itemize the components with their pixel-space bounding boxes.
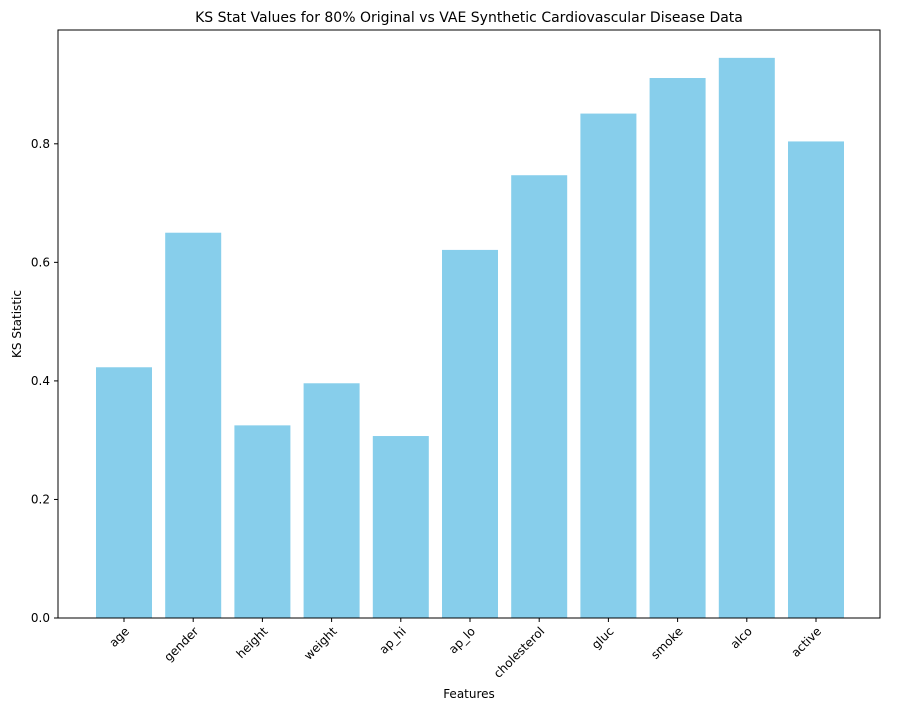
- y-tick-label: 0.4: [31, 374, 50, 388]
- bar-weight: [303, 383, 360, 618]
- bar-alco: [718, 57, 775, 618]
- bar-height: [234, 425, 291, 618]
- x-tick-label-smoke: smoke: [648, 624, 686, 662]
- x-tick-label-age: age: [106, 624, 132, 650]
- x-tick-label-weight: weight: [301, 624, 340, 663]
- bar-cholesterol: [511, 175, 568, 618]
- bar-age: [96, 367, 152, 618]
- x-tick-label-gluc: gluc: [589, 624, 617, 652]
- x-tick-label-ap_hi: ap_hi: [376, 624, 408, 656]
- plot-frame: [57, 29, 881, 619]
- x-tick-label-ap_lo: ap_lo: [446, 624, 478, 656]
- x-tick-label-cholesterol: cholesterol: [491, 624, 548, 681]
- x-tick-label-active: active: [788, 624, 824, 660]
- bar-gender: [165, 232, 222, 618]
- chart-title: KS Stat Values for 80% Original vs VAE S…: [195, 10, 743, 26]
- x-tick-label-height: height: [234, 624, 271, 661]
- x-axis-label: Features: [443, 687, 495, 701]
- bar-ap_lo: [442, 249, 498, 618]
- x-tick-label-gender: gender: [161, 624, 201, 664]
- y-tick-label: 0.2: [31, 492, 50, 506]
- y-tick-label: 0.8: [31, 137, 50, 151]
- bar-smoke: [649, 78, 706, 619]
- bar-gluc: [580, 113, 637, 619]
- y-axis-label: KS Statistic: [10, 290, 24, 358]
- y-axis: 0.0 0.2 0.4 0.6 0.8: [31, 137, 58, 625]
- y-tick-label: 0.0: [31, 611, 50, 625]
- bar-active: [788, 141, 844, 618]
- x-tick-label-alco: alco: [728, 624, 755, 651]
- y-tick-label: 0.6: [31, 255, 50, 269]
- bar-ap_hi: [372, 436, 429, 618]
- x-axis: age gender height weight ap_hi ap_lo cholester…: [106, 618, 824, 681]
- bars-group: [96, 57, 844, 619]
